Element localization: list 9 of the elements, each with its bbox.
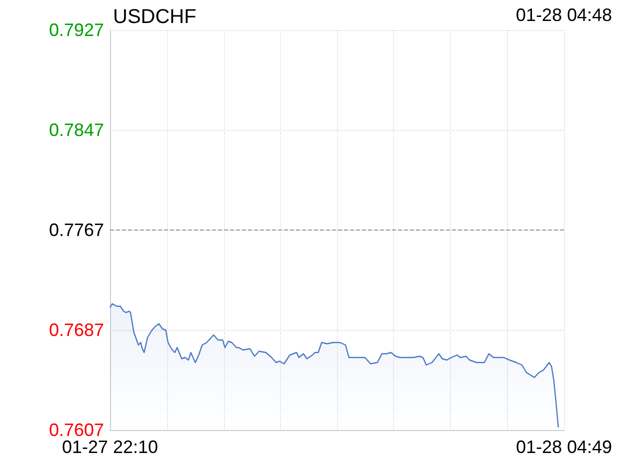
y-tick-label: 0.7767 (48, 220, 104, 240)
x-tick-label: 01-28 04:49 (516, 437, 612, 457)
y-tick-label: 0.7847 (48, 120, 104, 140)
text: 01-28 04:48 (516, 5, 612, 25)
y-tick-label: 0.7607 (48, 420, 104, 440)
x-tick-label: 01-27 22:10 (62, 437, 158, 457)
y-tick-label: 0.7927 (48, 20, 104, 40)
chart-title: USDCHF (113, 6, 196, 28)
y-tick-label: 0.7687 (48, 320, 104, 340)
